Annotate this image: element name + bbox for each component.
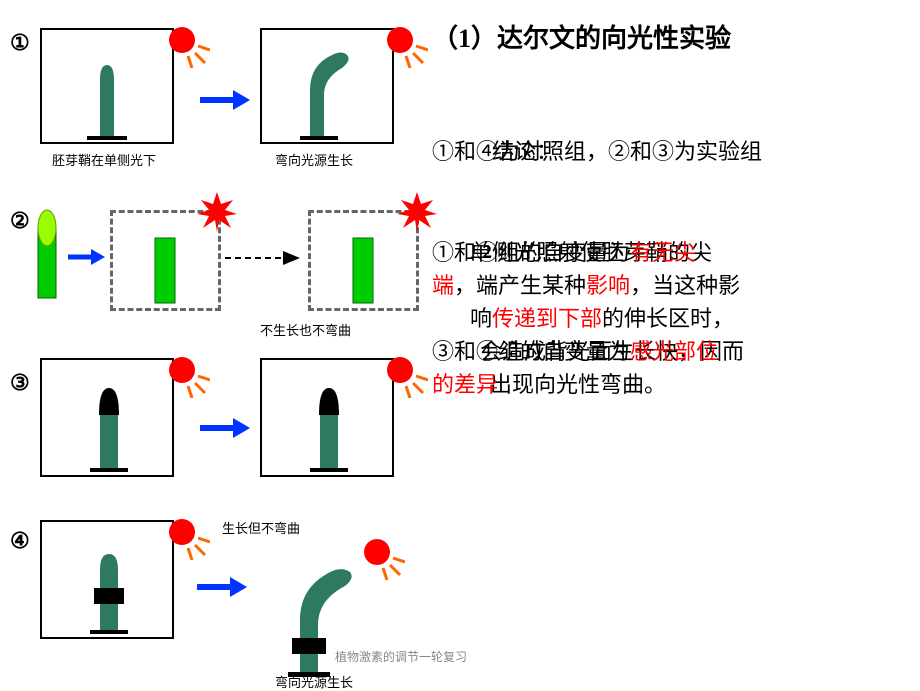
dashed-arrow-2: [220, 248, 305, 268]
box-3b: [260, 358, 394, 477]
label-1b: 弯向光源生长: [275, 150, 353, 169]
num-4: ④: [10, 528, 30, 554]
label-footer: 植物激素的调节一轮复习: [335, 648, 467, 665]
sun-2a: [195, 188, 239, 232]
box-1b: [260, 28, 394, 144]
page-title: （1）达尔文的向光性实验: [432, 18, 731, 55]
arrow-2a: [65, 245, 105, 269]
sun-3b: [378, 348, 428, 398]
coleoptile-2-full: [30, 203, 65, 303]
coleoptile-1b-bent: [262, 30, 392, 142]
text-line4: 响传递到下部的伸长区时，: [470, 301, 734, 333]
arrow-3: [195, 413, 250, 443]
box-4a: [40, 520, 174, 639]
sun-4b: [355, 530, 405, 580]
coleoptile-1a: [42, 30, 172, 142]
text-line3: 端，端产生某种影响，当这种影: [432, 268, 740, 300]
coleoptile-3b-cap: [262, 360, 392, 475]
sun-4a: [160, 510, 210, 560]
arrow-1: [195, 85, 250, 115]
box-1a: [40, 28, 174, 144]
text-line1: ①和④为对照组，②和③为实验组: [432, 134, 762, 166]
text-line6a: 的差异: [432, 367, 498, 399]
sun-2b: [395, 188, 439, 232]
coleoptile-3a-cap: [42, 360, 172, 475]
box-3a: [40, 358, 174, 477]
label-1a: 胚芽鞘在单侧光下: [52, 150, 156, 169]
arrow-4: [192, 572, 247, 602]
sun-3a: [160, 348, 210, 398]
num-3: ③: [10, 370, 30, 396]
label-4b: 弯向光源生长: [275, 672, 353, 691]
coleoptile-4a-band: [42, 522, 172, 637]
label-2: 不生长也不弯曲: [260, 320, 351, 339]
num-1: ①: [10, 30, 30, 56]
sun-1a: [160, 18, 210, 68]
sun-1b: [378, 18, 428, 68]
text-line6b: 出现向光性弯曲。: [490, 367, 666, 399]
label-4a: 生长但不弯曲: [222, 518, 300, 537]
text-line5: ③和④组的自变量为感光部位: [432, 334, 718, 366]
text-line2: ①和②组的自变量为有无尖: [432, 235, 696, 267]
num-2: ②: [10, 208, 30, 234]
